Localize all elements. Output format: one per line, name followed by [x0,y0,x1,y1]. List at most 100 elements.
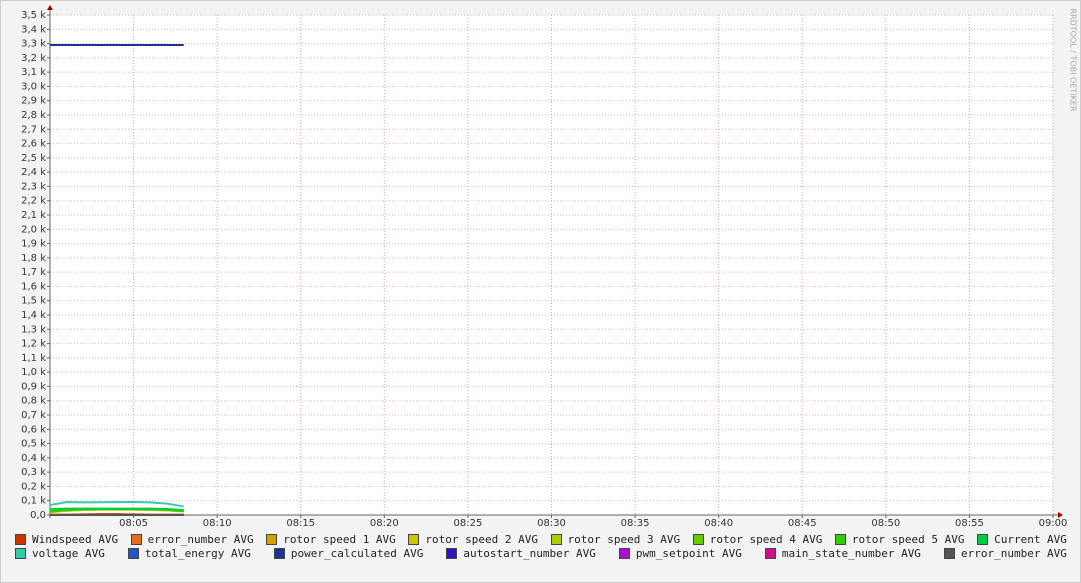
legend-swatch [764,548,776,559]
y-tick-label: 0,3 k [21,467,46,478]
legend-label: pwm_setpoint AVG [635,547,742,560]
legend-swatch [943,548,955,559]
y-tick-label: 1,2 k [21,339,46,350]
legend-item: power_calculated AVG [273,547,424,560]
legend-swatch [408,534,420,545]
x-tick-label: 08:10 [203,518,232,529]
x-tick-label: 08:45 [788,518,817,529]
legend-label: Current AVG [994,533,1067,546]
y-tick-label: 0,4 k [21,453,46,464]
legend-item: rotor speed 3 AVG [550,533,681,546]
legend-label: power_calculated AVG [290,547,424,560]
x-tick-label: 08:25 [454,518,483,529]
y-tick-label: 1,7 k [21,267,46,278]
y-tick-label: 0,8 k [21,396,46,407]
series-line [49,507,184,511]
legend-item: autostart_number AVG [446,547,596,560]
x-tick-label: 08:50 [871,518,900,529]
legend-item: main_state_number AVG [764,547,921,560]
y-tick-label: 0,5 k [21,439,46,450]
y-tick-label: 2,5 k [21,153,46,164]
x-tick-label: 08:05 [119,518,148,529]
axis-arrow [1058,512,1063,518]
legend-item: Current AVG [977,533,1067,546]
legend-label: Windspeed AVG [32,533,119,546]
y-tick-label: 1,1 k [21,353,46,364]
legend-item: total_energy AVG [127,547,251,560]
y-tick-label: 3,0 k [21,81,46,92]
legend-label: rotor speed 4 AVG [709,533,823,546]
legend-item: error_number AVG [130,533,254,546]
y-tick-label: 3,5 k [21,10,46,21]
legend-swatch [550,534,562,545]
legend-label: autostart_number AVG [463,547,596,560]
x-tick-label: 09:00 [1039,518,1068,529]
y-tick-label: 3,3 k [21,39,46,50]
legend-label: rotor speed 5 AVG [851,533,965,546]
legend-label: voltage AVG [32,547,105,560]
x-tick-label: 08:35 [621,518,650,529]
y-tick-label: 0,9 k [21,381,46,392]
legend-label: error_number AVG [960,547,1067,560]
y-tick-label: 1,8 k [21,253,46,264]
legend-swatch [130,534,142,545]
y-tick-label: 1,0 k [21,367,46,378]
x-tick-label: 08:20 [370,518,399,529]
legend-label: rotor speed 1 AVG [283,533,396,546]
y-tick-label: 1,3 k [21,324,46,335]
y-tick-label: 2,9 k [21,96,46,107]
legend-swatch [266,534,278,545]
legend-swatch [127,548,139,559]
y-tick-label: 0,2 k [21,481,46,492]
legend-swatch [977,534,989,545]
series-line [49,500,184,508]
legend-item: pwm_setpoint AVG [618,547,742,560]
x-tick-label: 08:15 [286,518,315,529]
legend-label: rotor speed 2 AVG [425,533,538,546]
legend-swatch [618,548,630,559]
y-tick-label: 2,1 k [21,210,46,221]
y-tick-label: 2,0 k [21,224,46,235]
legend-item: rotor speed 2 AVG [408,533,538,546]
legend-swatch [15,548,26,559]
y-tick-label: 2,6 k [21,139,46,150]
legend-item: rotor speed 5 AVG [834,533,965,546]
y-tick-label: 0,7 k [21,410,46,421]
y-tick-label: 3,2 k [21,53,46,64]
y-tick-label: 3,4 k [21,24,46,35]
y-tick-label: 1,6 k [21,281,46,292]
y-tick-label: 2,8 k [21,110,46,121]
axis-arrow [47,5,53,10]
legend-item: Windspeed AVG [15,533,118,546]
legend-swatch [273,548,285,559]
legend-label: rotor speed 3 AVG [567,533,681,546]
legend-item: error_number AVG [943,547,1067,560]
y-tick-label: 0,0 [30,510,46,521]
legend-swatch [446,548,458,559]
y-tick-label: 1,5 k [21,296,46,307]
legend-label: total_energy AVG [144,547,251,560]
legend-item: rotor speed 4 AVG [692,533,823,546]
legend-label: main_state_number AVG [781,547,921,560]
legend-item: voltage AVG [15,547,105,560]
y-tick-label: 2,3 k [21,181,46,192]
y-tick-label: 2,7 k [21,124,46,135]
legend-swatch [834,534,846,545]
x-tick-label: 08:55 [955,518,984,529]
y-tick-label: 2,2 k [21,196,46,207]
y-tick-label: 0,1 k [21,496,46,507]
legend: Windspeed AVG error_number AVG rotor speed… [15,533,1067,560]
legend-item: rotor speed 1 AVG [266,533,396,546]
legend-swatch [692,534,704,545]
watermark: RRDTOOL / TOBI OETIKER [1069,8,1078,111]
legend-swatch [15,534,26,545]
x-tick-label: 08:40 [704,518,733,529]
y-tick-label: 3,1 k [21,67,46,78]
x-tick-label: 08:30 [537,518,566,529]
y-tick-label: 1,4 k [21,310,46,321]
y-tick-label: 1,9 k [21,239,46,250]
y-tick-label: 2,4 k [21,167,46,178]
y-tick-label: 0,6 k [21,424,46,435]
